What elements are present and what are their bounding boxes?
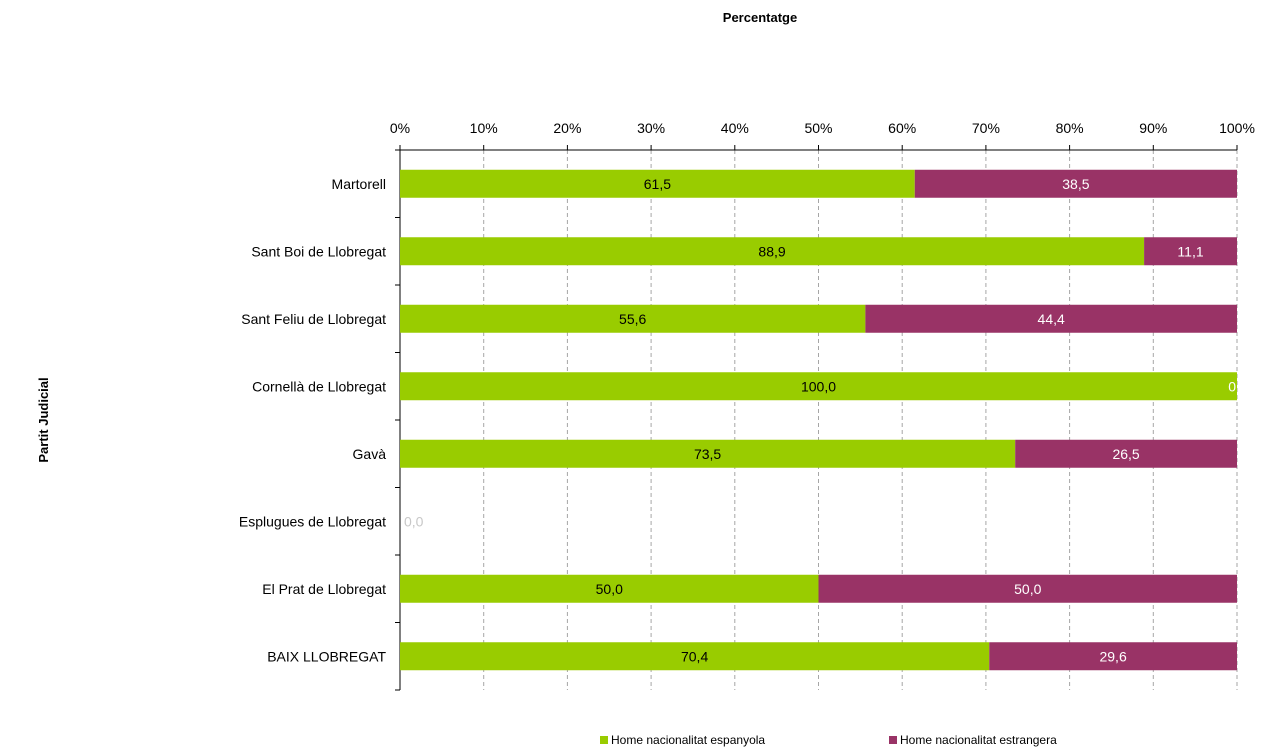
data-label: 26,5 — [1112, 446, 1139, 462]
y-tick-label: Esplugues de Llobregat — [239, 513, 386, 529]
data-label: 0 — [1228, 378, 1236, 394]
bar-segment-spanish — [400, 642, 990, 671]
y-tick-label: Sant Feliu de Llobregat — [241, 311, 386, 327]
bar-segment-spanish — [400, 574, 819, 603]
bar-segment-foreign — [914, 169, 1237, 198]
data-label: 50,0 — [596, 581, 623, 597]
data-label: 88,9 — [758, 243, 785, 259]
data-label: 29,6 — [1099, 648, 1126, 664]
legend-item-spanish: Home nacionalitat espanyola — [600, 733, 765, 747]
y-tick-label: El Prat de Llobregat — [262, 581, 386, 597]
x-tick-label: 30% — [637, 120, 665, 136]
legend-swatch-foreign — [889, 736, 897, 744]
y-tick-label: Gavà — [353, 446, 387, 462]
data-label: 73,5 — [694, 446, 721, 462]
legend-label-foreign: Home nacionalitat estrangera — [900, 733, 1057, 747]
data-label: 11,1 — [1177, 243, 1203, 259]
bar-segment-foreign — [1015, 439, 1237, 468]
data-label: 50,0 — [1014, 581, 1041, 597]
x-tick-label: 70% — [972, 120, 1000, 136]
chart-title: Percentatge — [723, 10, 797, 25]
data-label: 55,6 — [619, 311, 646, 327]
x-tick-label: 80% — [1056, 120, 1084, 136]
bar-segment-spanish — [400, 169, 915, 198]
x-tick-label: 0% — [390, 120, 410, 136]
bar-segment-spanish — [400, 439, 1016, 468]
data-label: 38,5 — [1062, 176, 1089, 192]
bar-segment-foreign — [1144, 237, 1237, 266]
y-axis-title: Partit Judicial — [36, 377, 51, 462]
x-tick-label: 60% — [888, 120, 916, 136]
x-tick-label: 100% — [1219, 120, 1255, 136]
x-tick-label: 40% — [721, 120, 749, 136]
bar-segment-foreign — [865, 304, 1237, 333]
x-tick-label: 20% — [553, 120, 581, 136]
data-label: 0,0 — [404, 513, 424, 529]
bar-segment-foreign — [989, 642, 1237, 671]
y-tick-label: Sant Boi de Llobregat — [251, 243, 386, 259]
y-tick-label: Cornellà de Llobregat — [252, 378, 386, 394]
legend-item-foreign: Home nacionalitat estrangera — [889, 733, 1057, 747]
bar-segment-spanish — [400, 304, 866, 333]
x-tick-label: 90% — [1139, 120, 1167, 136]
legend-swatch-spanish — [600, 736, 608, 744]
bar-segment-spanish — [400, 237, 1145, 266]
data-label: 70,4 — [681, 648, 708, 664]
y-tick-label: BAIX LLOBREGAT — [267, 648, 386, 664]
legend-label-spanish: Home nacionalitat espanyola — [611, 733, 766, 747]
x-tick-label: 10% — [470, 120, 498, 136]
x-tick-label: 50% — [804, 120, 832, 136]
bar-segment-spanish — [400, 372, 1237, 401]
data-label: 100,0 — [801, 378, 836, 394]
data-label: 61,5 — [644, 176, 671, 192]
data-label: 44,4 — [1038, 311, 1065, 327]
bar-segment-foreign — [818, 574, 1237, 603]
y-tick-label: Martorell — [332, 176, 386, 192]
